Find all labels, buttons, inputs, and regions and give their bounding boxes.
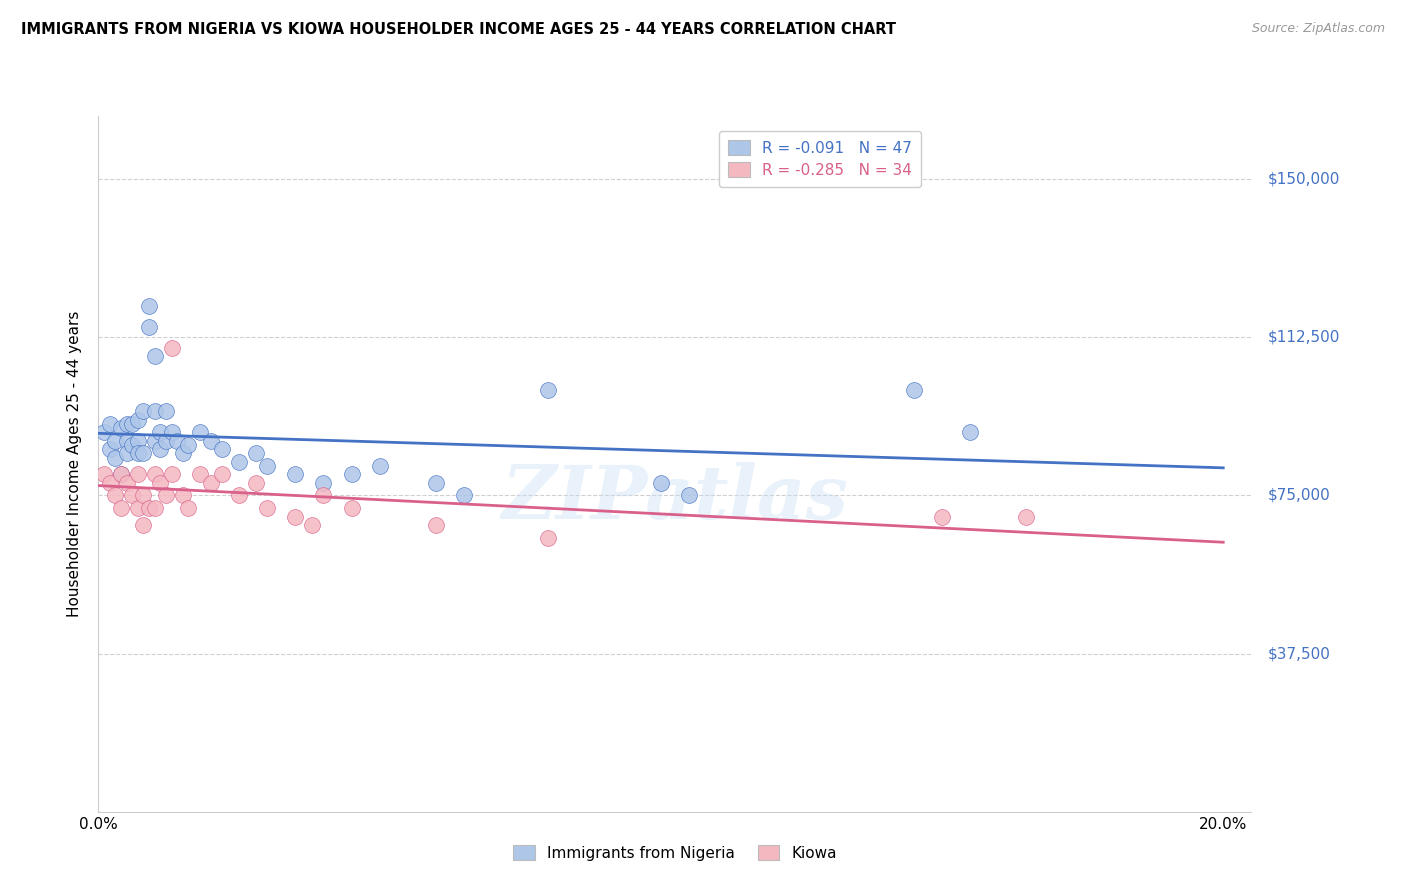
Point xyxy=(200,475,222,490)
Point xyxy=(143,467,166,482)
Point xyxy=(143,404,166,418)
Point xyxy=(453,488,475,502)
Text: $37,500: $37,500 xyxy=(1268,646,1331,661)
Text: $150,000: $150,000 xyxy=(1268,172,1340,186)
Point xyxy=(93,425,115,440)
Point xyxy=(903,383,925,397)
Point xyxy=(155,404,177,418)
Point xyxy=(127,446,149,460)
Point xyxy=(155,488,177,502)
Point xyxy=(160,341,183,355)
Point xyxy=(211,467,233,482)
Point xyxy=(98,475,121,490)
Point xyxy=(110,467,132,482)
Point xyxy=(340,467,363,482)
Point xyxy=(301,518,323,533)
Point xyxy=(104,434,127,448)
Point xyxy=(284,509,307,524)
Point xyxy=(177,501,200,516)
Point xyxy=(228,488,250,502)
Point xyxy=(132,404,155,418)
Text: IMMIGRANTS FROM NIGERIA VS KIOWA HOUSEHOLDER INCOME AGES 25 - 44 YEARS CORRELATI: IMMIGRANTS FROM NIGERIA VS KIOWA HOUSEHO… xyxy=(21,22,896,37)
Point xyxy=(138,501,160,516)
Point xyxy=(143,501,166,516)
Point xyxy=(104,450,127,465)
Point xyxy=(160,467,183,482)
Point xyxy=(177,438,200,452)
Point xyxy=(143,349,166,363)
Point xyxy=(98,442,121,456)
Point xyxy=(110,501,132,516)
Point xyxy=(98,417,121,431)
Point xyxy=(678,488,700,502)
Point xyxy=(284,467,307,482)
Point xyxy=(132,446,155,460)
Legend: Immigrants from Nigeria, Kiowa: Immigrants from Nigeria, Kiowa xyxy=(508,838,842,867)
Point xyxy=(172,446,194,460)
Point xyxy=(149,425,172,440)
Point xyxy=(104,488,127,502)
Point xyxy=(132,488,155,502)
Point xyxy=(127,467,149,482)
Point xyxy=(166,434,188,448)
Point xyxy=(650,475,672,490)
Point xyxy=(200,434,222,448)
Point xyxy=(127,434,149,448)
Point xyxy=(160,425,183,440)
Point xyxy=(245,446,267,460)
Point xyxy=(1015,509,1038,524)
Point xyxy=(115,475,138,490)
Point xyxy=(188,467,211,482)
Point xyxy=(256,458,278,473)
Point xyxy=(115,434,138,448)
Point xyxy=(312,488,335,502)
Point xyxy=(121,417,143,431)
Point xyxy=(149,475,172,490)
Point xyxy=(188,425,211,440)
Point xyxy=(121,438,143,452)
Point xyxy=(172,488,194,502)
Point xyxy=(121,488,143,502)
Text: $75,000: $75,000 xyxy=(1268,488,1331,503)
Point xyxy=(931,509,953,524)
Point xyxy=(245,475,267,490)
Point xyxy=(312,475,335,490)
Text: ZIPatlas: ZIPatlas xyxy=(502,462,848,535)
Point xyxy=(110,421,132,435)
Point xyxy=(256,501,278,516)
Point xyxy=(132,518,155,533)
Point xyxy=(149,442,172,456)
Text: $112,500: $112,500 xyxy=(1268,330,1340,345)
Point xyxy=(127,412,149,426)
Point xyxy=(93,467,115,482)
Point xyxy=(340,501,363,516)
Point xyxy=(228,455,250,469)
Point xyxy=(115,417,138,431)
Text: Source: ZipAtlas.com: Source: ZipAtlas.com xyxy=(1251,22,1385,36)
Point xyxy=(425,518,447,533)
Point xyxy=(537,531,560,545)
Point xyxy=(110,467,132,482)
Point xyxy=(143,434,166,448)
Point xyxy=(537,383,560,397)
Point xyxy=(959,425,981,440)
Point xyxy=(155,434,177,448)
Point xyxy=(127,501,149,516)
Point xyxy=(368,458,391,473)
Point xyxy=(138,299,160,313)
Y-axis label: Householder Income Ages 25 - 44 years: Householder Income Ages 25 - 44 years xyxy=(67,310,83,617)
Point xyxy=(425,475,447,490)
Point xyxy=(115,446,138,460)
Point xyxy=(138,319,160,334)
Point xyxy=(211,442,233,456)
